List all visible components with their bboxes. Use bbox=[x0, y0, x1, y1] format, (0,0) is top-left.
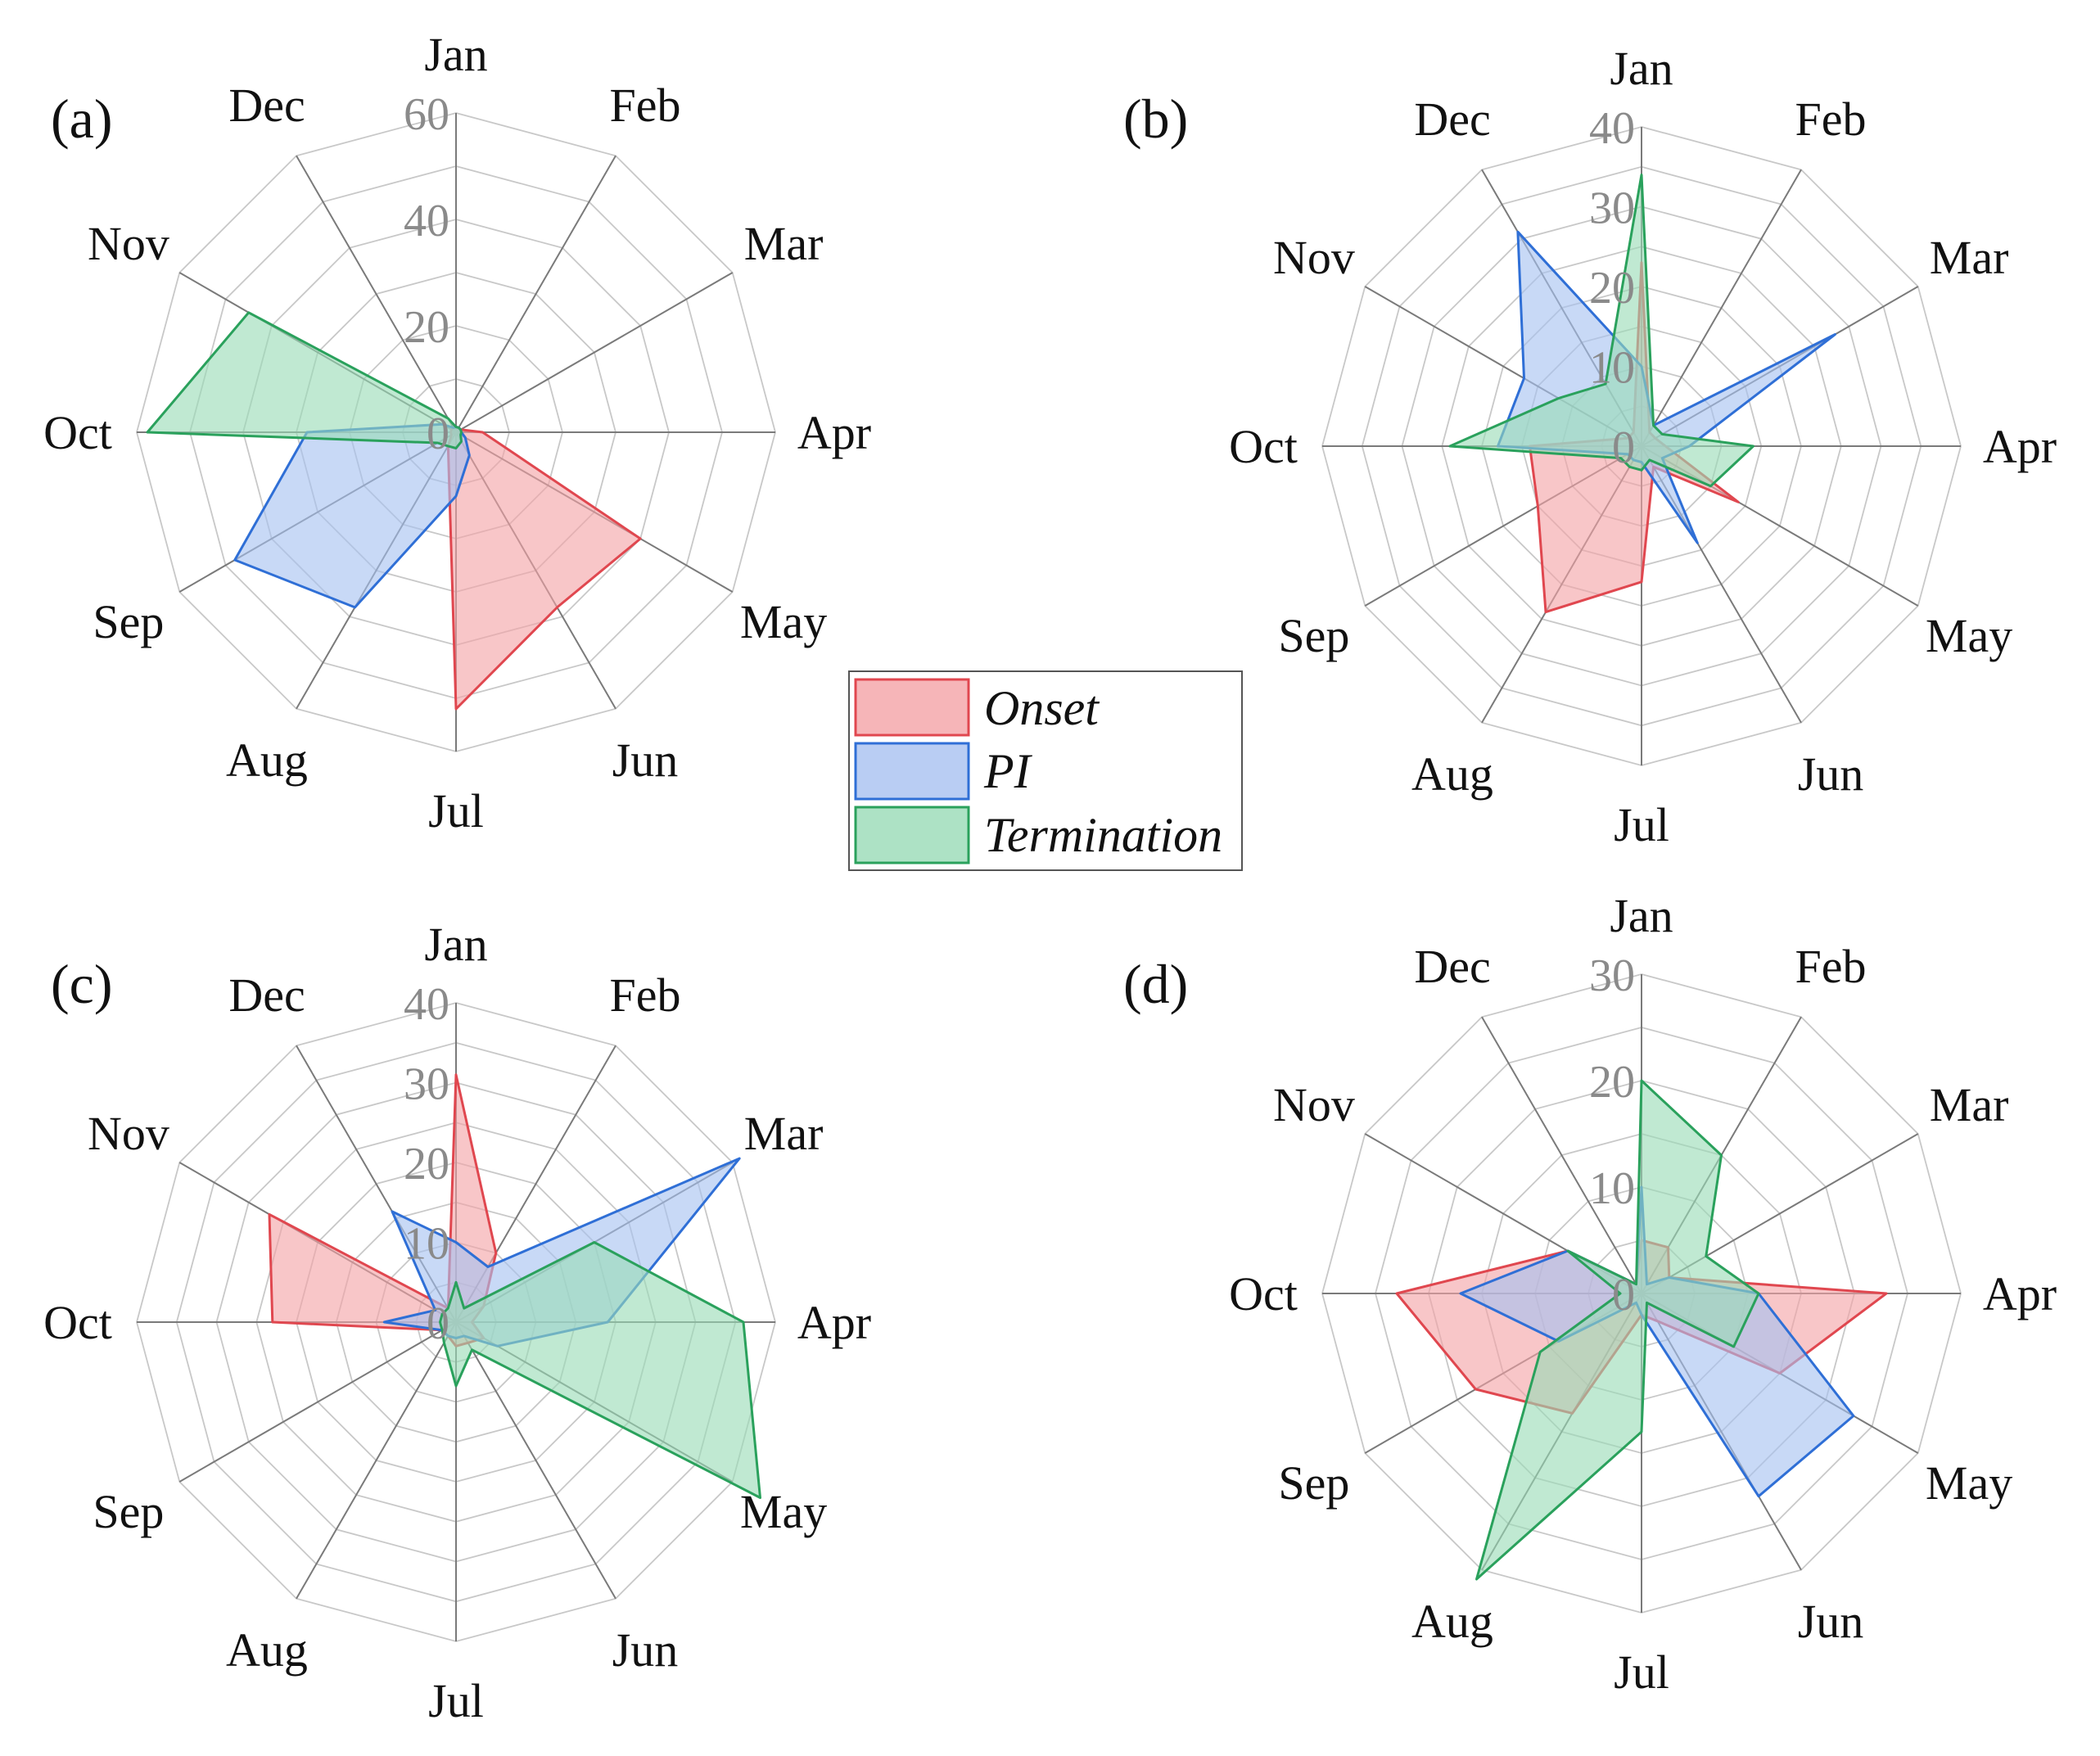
tick-label: 0 bbox=[1612, 1270, 1635, 1320]
month-label-may: May bbox=[740, 595, 827, 648]
month-label-jun: Jun bbox=[612, 734, 679, 787]
month-label-jul: Jul bbox=[1614, 1645, 1669, 1699]
month-label-may: May bbox=[740, 1485, 827, 1538]
month-label-jun: Jun bbox=[1798, 1595, 1864, 1648]
month-label-jun: Jun bbox=[1798, 747, 1864, 801]
tick-label: 30 bbox=[1589, 950, 1635, 1001]
legend-label-onset: Onset bbox=[984, 681, 1100, 735]
radar-panels: 0 20 40 60 Jan Feb Mar Apr May Jun Jul Aug Sep Oct Nov… bbox=[43, 28, 2057, 1727]
month-label-sep: Sep bbox=[93, 1485, 164, 1538]
month-label-oct: Oct bbox=[43, 406, 112, 459]
spoke-sep bbox=[178, 1321, 457, 1483]
legend-swatch-termination bbox=[854, 806, 970, 864]
panel-label: (d) bbox=[1123, 953, 1188, 1015]
month-label-aug: Aug bbox=[226, 734, 308, 787]
month-label-feb: Feb bbox=[610, 968, 681, 1022]
legend-label-termination: Termination bbox=[984, 808, 1222, 862]
month-label-aug: Aug bbox=[226, 1623, 308, 1677]
month-label-jun: Jun bbox=[612, 1623, 679, 1677]
legend-label-pi: PI bbox=[983, 744, 1033, 798]
tick-label: 20 bbox=[404, 1139, 449, 1189]
month-label-nov: Nov bbox=[88, 1107, 169, 1160]
month-label-feb: Feb bbox=[610, 79, 681, 132]
spoke-feb bbox=[1641, 169, 1802, 447]
month-label-feb: Feb bbox=[1795, 940, 1867, 993]
month-label-apr: Apr bbox=[1983, 1267, 2057, 1320]
month-label-may: May bbox=[1926, 1456, 2012, 1510]
month-label-oct: Oct bbox=[1229, 1267, 1298, 1320]
series-termination bbox=[1475, 1079, 1760, 1581]
tick-label: 20 bbox=[1589, 263, 1635, 314]
month-label-jan: Jan bbox=[1610, 889, 1673, 942]
tick-label: 40 bbox=[1589, 103, 1635, 154]
spoke-dec bbox=[296, 155, 457, 433]
month-label-oct: Oct bbox=[1229, 420, 1298, 473]
month-label-nov: Nov bbox=[1273, 1078, 1355, 1131]
tick-label: 40 bbox=[404, 979, 449, 1030]
month-label-dec: Dec bbox=[1414, 940, 1490, 993]
series-termination bbox=[1448, 174, 1755, 488]
tick-label: 40 bbox=[404, 196, 449, 246]
tick-label: 0 bbox=[1612, 422, 1635, 473]
legend-swatch-onset bbox=[854, 678, 970, 737]
month-label-may: May bbox=[1926, 609, 2012, 662]
month-label-mar: Mar bbox=[1930, 1078, 2009, 1131]
month-label-sep: Sep bbox=[93, 595, 164, 648]
tick-label: 10 bbox=[1589, 343, 1635, 394]
month-label-aug: Aug bbox=[1411, 747, 1493, 801]
month-label-sep: Sep bbox=[1278, 609, 1349, 662]
spoke-mar bbox=[455, 272, 734, 433]
month-label-mar: Mar bbox=[1930, 231, 2009, 284]
tick-label: 0 bbox=[427, 409, 449, 459]
month-label-jan: Jan bbox=[424, 28, 487, 81]
month-label-dec: Dec bbox=[1414, 93, 1490, 146]
month-label-mar: Mar bbox=[744, 1107, 824, 1160]
month-label-jul: Jul bbox=[428, 1674, 484, 1727]
spoke-aug bbox=[296, 1321, 457, 1600]
spoke-feb bbox=[455, 155, 616, 433]
month-label-apr: Apr bbox=[797, 406, 871, 459]
radar-chart-b: 0 10 20 30 40 Jan Feb Mar Apr May Jun Jul Aug Sep Oct N… bbox=[1123, 42, 2057, 851]
series-termination bbox=[439, 1241, 761, 1499]
tick-label: 10 bbox=[404, 1219, 449, 1270]
month-label-feb: Feb bbox=[1795, 93, 1867, 146]
radar-chart-d: 0 10 20 30 Jan Feb Mar Apr May Jun Jul Aug Sep Oct Nov… bbox=[1123, 889, 2057, 1699]
month-label-aug: Aug bbox=[1411, 1595, 1493, 1648]
month-label-dec: Dec bbox=[228, 79, 305, 132]
month-label-jul: Jul bbox=[1614, 798, 1669, 851]
legend: Onset PI Termination bbox=[848, 670, 1243, 871]
tick-label: 0 bbox=[427, 1298, 449, 1349]
month-label-nov: Nov bbox=[1273, 231, 1355, 284]
month-label-oct: Oct bbox=[43, 1296, 112, 1349]
radar-chart-c: 0 10 20 30 40 Jan Feb Mar Apr May Jun Jul Aug Sep Oct N… bbox=[43, 918, 871, 1727]
panel-label: (c) bbox=[51, 953, 112, 1015]
tick-label: 30 bbox=[1589, 183, 1635, 234]
month-label-jul: Jul bbox=[428, 784, 484, 837]
tick-label: 20 bbox=[1589, 1057, 1635, 1108]
month-label-dec: Dec bbox=[228, 968, 305, 1022]
panel-label: (a) bbox=[51, 88, 112, 150]
spoke-jun bbox=[455, 1321, 616, 1600]
tick-label: 20 bbox=[404, 302, 449, 353]
legend-swatch-pi bbox=[854, 742, 970, 801]
spoke-dec bbox=[1481, 1016, 1642, 1294]
month-label-sep: Sep bbox=[1278, 1456, 1349, 1510]
month-label-mar: Mar bbox=[744, 217, 824, 270]
tick-label: 10 bbox=[1589, 1163, 1635, 1214]
tick-label: 60 bbox=[404, 89, 449, 140]
month-label-nov: Nov bbox=[88, 217, 169, 270]
series-termination bbox=[146, 311, 463, 449]
month-label-apr: Apr bbox=[797, 1296, 871, 1349]
panel-label: (b) bbox=[1123, 88, 1188, 150]
tick-label: 30 bbox=[404, 1059, 449, 1110]
month-label-apr: Apr bbox=[1983, 420, 2057, 473]
month-label-jan: Jan bbox=[1610, 42, 1673, 95]
month-label-jan: Jan bbox=[424, 918, 487, 971]
radar-chart-a: 0 20 40 60 Jan Feb Mar Apr May Jun Jul Aug Sep Oct Nov… bbox=[43, 28, 871, 837]
